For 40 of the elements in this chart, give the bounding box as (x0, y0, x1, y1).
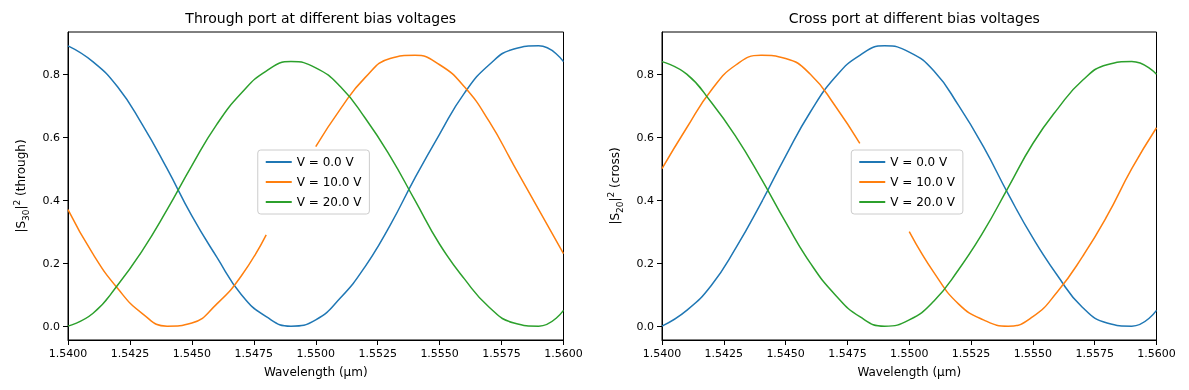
legend-label: V = 0.0 V (889, 155, 948, 169)
x-tick-label: 1.5525 (951, 347, 990, 360)
y-tick-label: 0.0 (636, 319, 654, 333)
chart-title: Cross port at different bias voltages (788, 10, 1040, 26)
x-tick-label: 1.5525 (358, 347, 397, 360)
x-tick-label: 1.5425 (110, 347, 150, 360)
y-axis-title: |S20|2 (cross) (605, 147, 624, 225)
y-tick-label: 0.6 (42, 130, 60, 144)
legend-label: V = 10.0 V (296, 175, 363, 189)
x-tick-label: 1.5475 (827, 347, 867, 360)
x-tick-label: 1.5475 (234, 347, 274, 360)
x-tick-label: 1.5550 (420, 347, 459, 360)
y-tick-label: 0.4 (42, 193, 60, 207)
y-tick-label: 0.8 (636, 67, 654, 81)
x-tick-label: 1.5400 (48, 347, 88, 360)
x-tick-label: 1.5575 (1074, 347, 1114, 360)
y-tick-label: 0.6 (636, 130, 654, 144)
x-tick-label: 1.5500 (296, 347, 335, 360)
y-axis-title: |S30|2 (through) (11, 139, 31, 233)
y-tick-label: 0.4 (636, 193, 654, 207)
x-tick-label: 1.5600 (544, 347, 583, 360)
legend-label: V = 20.0 V (296, 195, 363, 209)
x-tick-label: 1.5425 (704, 347, 743, 360)
x-tick-label: 1.5450 (765, 347, 805, 360)
x-tick-label: 1.5400 (642, 347, 681, 360)
legend-label: V = 20.0 V (889, 195, 956, 209)
x-axis-title: Wavelength (µm) (856, 365, 961, 379)
x-tick-label: 1.5575 (482, 347, 521, 360)
y-tick-label: 0.2 (636, 256, 654, 270)
chart-title: Through port at different bias voltages (184, 10, 457, 26)
x-tick-label: 1.5450 (172, 347, 212, 360)
x-tick-label: 1.5600 (1136, 347, 1176, 360)
x-tick-label: 1.5500 (889, 347, 928, 360)
y-tick-label: 0.8 (42, 67, 60, 81)
y-tick-label: 0.0 (42, 319, 60, 333)
x-axis-title: Wavelength (µm) (263, 365, 368, 379)
legend-label: V = 10.0 V (889, 175, 956, 189)
legend-label: V = 0.0 V (296, 155, 355, 169)
y-tick-label: 0.2 (42, 256, 60, 270)
x-tick-label: 1.5550 (1013, 347, 1052, 360)
